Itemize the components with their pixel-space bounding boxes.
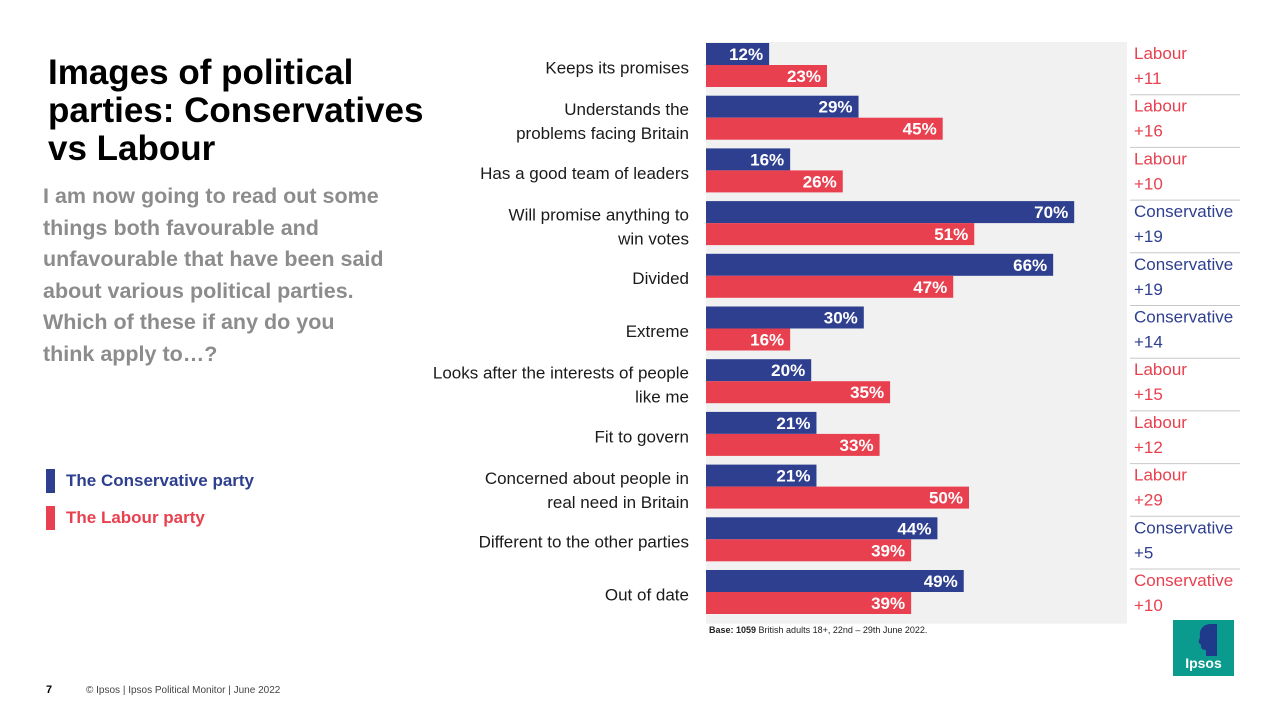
data-label-conservative: 16% <box>750 150 784 169</box>
bar-conservative <box>706 43 770 65</box>
difference-party: Conservative <box>1134 202 1233 221</box>
base-note: Base: 1059 British adults 18+, 22nd – 29… <box>709 625 927 635</box>
bar-labour <box>706 486 969 509</box>
data-label-labour: 33% <box>840 436 874 455</box>
legend-swatch-conservative <box>46 469 55 493</box>
data-label-labour: 16% <box>750 331 784 350</box>
data-label-labour: 26% <box>803 172 837 191</box>
legend-label-labour: The Labour party <box>66 508 205 527</box>
data-label-labour: 39% <box>871 594 905 613</box>
difference-value: +5 <box>1134 543 1153 562</box>
category-label: Understands the <box>564 100 689 119</box>
difference-party: Conservative <box>1134 308 1233 327</box>
legend-label-conservative: The Conservative party <box>66 471 255 490</box>
bar-labour <box>706 328 791 351</box>
bar-chart: 12% 23% Keeps its promises Labour +11 29% 45% U… <box>433 42 1240 624</box>
bar-labour <box>706 592 912 614</box>
data-label-conservative: 12% <box>729 45 763 64</box>
legend-swatch-labour <box>46 506 55 530</box>
difference-party: Labour <box>1134 413 1187 432</box>
bar-labour <box>706 65 827 87</box>
difference-party: Labour <box>1134 466 1187 485</box>
category-label: problems facing Britain <box>516 124 689 143</box>
data-label-labour: 50% <box>929 489 963 508</box>
survey-question: I am now going to read out some things b… <box>43 184 384 366</box>
bar-conservative <box>706 359 812 382</box>
bar-labour <box>706 381 891 404</box>
data-label-conservative: 21% <box>776 414 810 433</box>
difference-party: Labour <box>1134 149 1187 168</box>
ipsos-logo-text: Ipsos <box>1185 655 1222 671</box>
data-label-conservative: 20% <box>771 361 805 380</box>
page-number: 7 <box>46 684 53 696</box>
data-label-labour: 47% <box>913 278 947 297</box>
category-label: Extreme <box>626 322 689 341</box>
difference-value: +15 <box>1134 385 1163 404</box>
ipsos-head-icon <box>1198 624 1217 656</box>
bar-conservative <box>706 306 864 329</box>
category-label: Divided <box>632 269 689 288</box>
category-label: Will promise anything to <box>509 205 689 224</box>
category-label: Different to the other parties <box>479 533 689 552</box>
data-label-conservative: 49% <box>924 572 958 591</box>
difference-value: +19 <box>1134 280 1163 299</box>
difference-value: +16 <box>1134 122 1163 141</box>
difference-party: Labour <box>1134 44 1187 63</box>
difference-value: +10 <box>1134 174 1163 193</box>
bar-labour <box>706 170 843 193</box>
category-label: real need in Britain <box>547 493 689 512</box>
bar-conservative <box>706 411 817 434</box>
data-label-conservative: 44% <box>897 519 931 538</box>
page-title: Images of political parties: Conservativ… <box>48 53 424 168</box>
data-label-labour: 45% <box>903 120 937 139</box>
data-label-conservative: 70% <box>1034 203 1068 222</box>
difference-value: +12 <box>1134 438 1163 457</box>
data-label-labour: 39% <box>871 541 905 560</box>
bar-labour <box>706 275 954 298</box>
difference-party: Conservative <box>1134 518 1233 537</box>
bar-labour <box>706 433 880 456</box>
category-label: win votes <box>617 229 689 248</box>
data-label-conservative: 30% <box>824 309 858 328</box>
difference-value: +19 <box>1134 227 1163 246</box>
category-label: Out of date <box>605 585 689 604</box>
base-note-text: British adults 18+, 22nd – 29th June 202… <box>756 625 928 635</box>
difference-value: +11 <box>1134 69 1162 88</box>
bar-conservative <box>706 201 1075 224</box>
bar-labour <box>706 223 975 246</box>
category-label: Looks after the interests of people <box>433 364 689 383</box>
category-label: Has a good team of leaders <box>480 164 689 183</box>
data-label-labour: 51% <box>934 225 968 244</box>
data-label-conservative: 66% <box>1013 256 1047 275</box>
category-label: Fit to govern <box>595 427 690 446</box>
bar-conservative <box>706 95 859 118</box>
difference-party: Conservative <box>1134 255 1233 274</box>
bar-conservative <box>706 464 817 487</box>
bar-conservative <box>706 253 1054 276</box>
difference-party: Conservative <box>1134 571 1233 590</box>
ipsos-logo: Ipsos <box>1173 620 1234 676</box>
bar-conservative <box>706 148 791 171</box>
data-label-labour: 35% <box>850 383 884 402</box>
data-label-labour: 23% <box>787 67 821 86</box>
category-label: Keeps its promises <box>545 58 689 77</box>
bar-labour <box>706 117 943 140</box>
category-label: like me <box>635 388 689 407</box>
bar-labour <box>706 539 912 562</box>
footer-text: © Ipsos | Ipsos Political Monitor | June… <box>86 685 281 696</box>
category-label: Concerned about people in <box>485 469 689 488</box>
difference-value: +29 <box>1134 491 1163 510</box>
difference-value: +14 <box>1134 333 1163 352</box>
base-note-bold: Base: 1059 <box>709 625 757 635</box>
data-label-conservative: 21% <box>776 467 810 486</box>
difference-party: Labour <box>1134 97 1187 116</box>
difference-party: Labour <box>1134 360 1187 379</box>
data-label-conservative: 29% <box>819 98 853 117</box>
bar-conservative <box>706 517 938 540</box>
bar-conservative <box>706 570 964 592</box>
difference-value: +10 <box>1134 596 1163 615</box>
